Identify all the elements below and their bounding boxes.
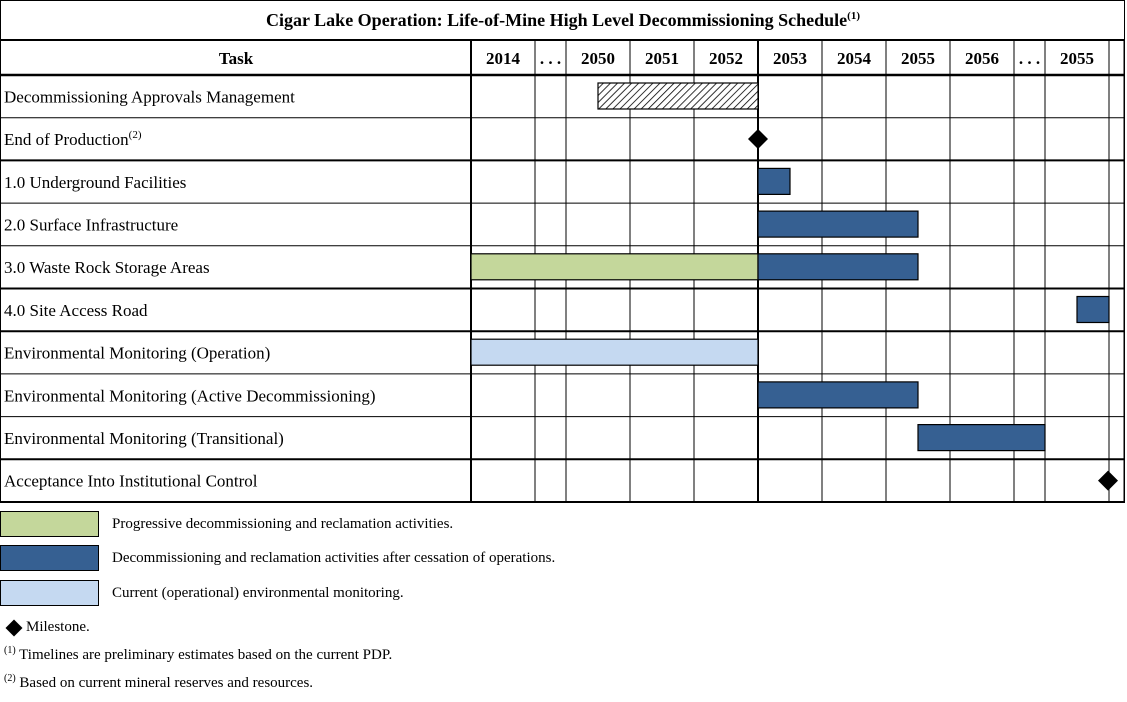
task-label: 2.0 Surface Infrastructure	[4, 215, 178, 234]
task-label: 3.0 Waste Rock Storage Areas	[4, 258, 210, 277]
task-label: Environmental Monitoring (Operation)	[4, 344, 270, 363]
task-label: 1.0 Underground Facilities	[4, 173, 186, 192]
milestone-diamond-icon	[748, 129, 768, 150]
milestone-diamond-icon	[5, 619, 23, 636]
legend-item-operational-monitoring: Current (operational) environmental moni…	[0, 579, 404, 607]
schedule-bar-dark	[757, 253, 919, 281]
year-column-header: 2055	[901, 49, 935, 68]
task-label: Acceptance Into Institutional Control	[4, 472, 258, 491]
footnote-text: Based on current mineral reserves and re…	[19, 675, 314, 691]
schedule-bar-dark	[1076, 295, 1110, 324]
year-column-header: . . .	[1019, 49, 1040, 68]
legend-item-after-cessation: Decommissioning and reclamation activiti…	[0, 544, 555, 572]
year-column-header: 2051	[645, 49, 679, 68]
year-column-header: . . .	[540, 49, 561, 68]
legend-item-progressive: Progressive decommissioning and reclamat…	[0, 510, 453, 538]
legend-item-milestone: Milestone.	[4, 619, 90, 636]
task-label-text: Environmental Monitoring (Transitional)	[4, 429, 284, 448]
task-label: Decommissioning Approvals Management	[4, 87, 295, 106]
task-label: Environmental Monitoring (Transitional)	[4, 429, 284, 448]
task-label-text: 4.0 Site Access Road	[4, 301, 148, 320]
footnote-mark: (1)	[4, 645, 16, 656]
task-label-text: 3.0 Waste Rock Storage Areas	[4, 258, 210, 277]
task-label-text: Environmental Monitoring (Active Decommi…	[4, 386, 376, 405]
year-column-header: 2054	[837, 49, 872, 68]
year-column-header: 2052	[709, 49, 743, 68]
milestone-diamond-icon	[1098, 470, 1118, 491]
legend-swatch-light-blue	[0, 580, 99, 606]
header-row: Task 2014 . . . 2050 2051 2052 2053 2054 2055 205…	[219, 49, 1094, 68]
schedule-bar-light	[470, 338, 759, 366]
task-labels: Decommissioning Approvals Management End …	[4, 87, 376, 490]
legend-swatch-dark-blue	[0, 545, 99, 571]
task-label: Environmental Monitoring (Active Decommi…	[4, 386, 376, 405]
task-label-text: End of Production	[4, 130, 129, 149]
year-column-header: 2056	[965, 49, 999, 68]
task-label-text: Decommissioning Approvals Management	[4, 87, 295, 106]
title-footnote-mark: (1)	[847, 10, 860, 22]
task-column-header: Task	[219, 49, 254, 68]
footnote-mark: (2)	[4, 673, 16, 684]
legend-label: Progressive decommissioning and reclamat…	[112, 515, 454, 532]
schedule-gantt-chart: Cigar Lake Operation: Life-of-Mine High …	[0, 0, 1125, 503]
schedule-bar-dark	[757, 167, 791, 195]
task-label-text: Environmental Monitoring (Operation)	[4, 344, 270, 363]
legend-label: Milestone.	[26, 619, 90, 635]
schedule-bar-hatched	[597, 82, 759, 110]
legend-swatch-green	[0, 511, 99, 537]
task-footnote-mark: (2)	[129, 129, 142, 141]
task-label: End of Production(2)	[4, 129, 142, 149]
legend-label: Decommissioning and reclamation activiti…	[112, 549, 556, 566]
milestone-markers	[748, 129, 1118, 491]
legend-label: Current (operational) environmental moni…	[112, 584, 404, 601]
year-column-header: 2014	[486, 49, 521, 68]
task-label-text: 1.0 Underground Facilities	[4, 173, 186, 192]
footnote-text: Timelines are preliminary estimates base…	[19, 647, 393, 663]
schedule-bars	[470, 82, 1110, 452]
year-column-header: 2055	[1060, 49, 1094, 68]
schedule-bar-dark	[757, 210, 919, 238]
schedule-bar-green	[470, 253, 759, 281]
footnote-1: (1) Timelines are preliminary estimates …	[4, 645, 393, 664]
schedule-bar-dark	[757, 381, 919, 409]
title-main: Cigar Lake Operation: Life-of-Mine High …	[266, 10, 847, 30]
task-label-text: 2.0 Surface Infrastructure	[4, 215, 178, 234]
task-label: 4.0 Site Access Road	[4, 301, 148, 320]
task-label-text: Acceptance Into Institutional Control	[4, 472, 258, 491]
schedule-title: Cigar Lake Operation: Life-of-Mine High …	[266, 10, 860, 30]
year-column-header: 2050	[581, 49, 615, 68]
footnote-2: (2) Based on current mineral reserves an…	[4, 673, 314, 692]
schedule-bar-dark	[917, 424, 1046, 452]
year-column-header: 2053	[773, 49, 807, 68]
